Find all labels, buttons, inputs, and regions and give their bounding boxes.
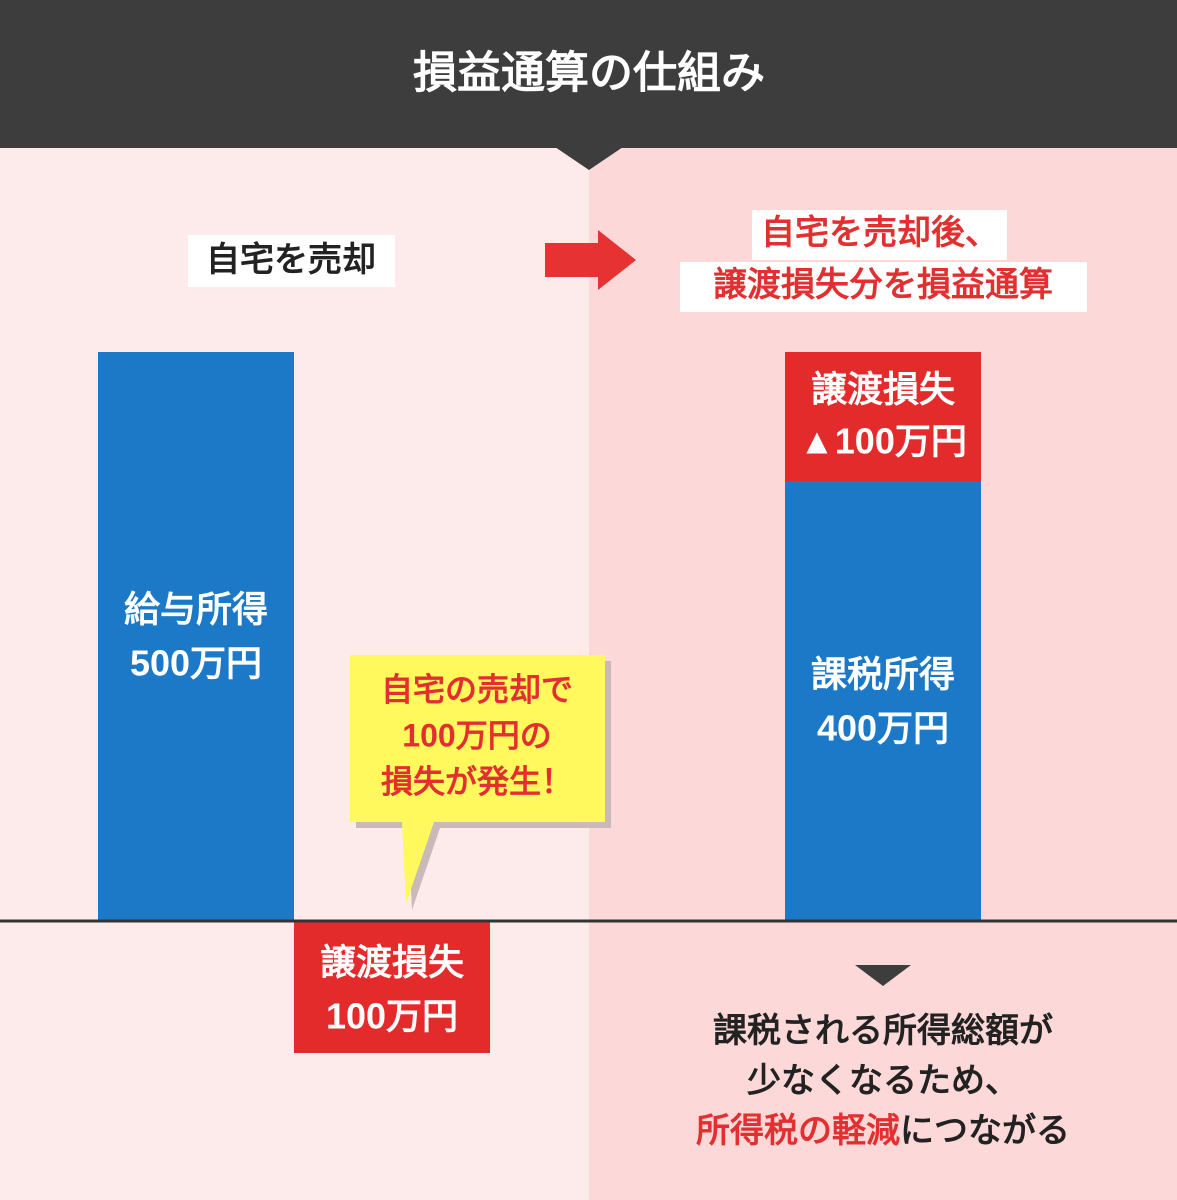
bar-label: 給与所得 <box>124 589 268 630</box>
caption-bg <box>752 210 1007 260</box>
header-pointer <box>555 147 623 170</box>
down-pointer <box>855 965 911 986</box>
loss-box <box>785 352 981 481</box>
caption-bg <box>680 262 1087 312</box>
left-caption: 自宅を売却 <box>206 240 376 279</box>
bar-label: 400万円 <box>817 708 949 749</box>
conclusion-highlight: 所得税の軽減 <box>696 1112 900 1150</box>
caption-bg <box>188 235 395 287</box>
conclusion-rest: につながる <box>900 1112 1070 1150</box>
header-title: 損益通算の仕組み <box>413 49 765 98</box>
loss-label: 譲渡損失 <box>320 942 465 983</box>
bubble-text: 自宅の売却で <box>381 671 573 707</box>
taxable-bar <box>785 481 981 921</box>
loss-box <box>294 921 490 1053</box>
loss-label: 100万円 <box>326 996 458 1037</box>
bar-label: 500万円 <box>130 643 262 684</box>
bar-label: 課税所得 <box>811 654 955 695</box>
right-caption: 譲渡損失分を損益通算 <box>713 266 1053 304</box>
speech-bubble <box>350 655 605 904</box>
income-bar <box>98 352 294 921</box>
bubble-text: 損失が発生！ <box>381 763 573 799</box>
conclusion-text: 少なくなるため、 <box>747 1062 1019 1100</box>
loss-label: ▲100万円 <box>799 421 967 462</box>
conclusion-text: 課税される所得総額が <box>713 1011 1053 1050</box>
loss-label: 譲渡損失 <box>811 369 956 410</box>
arrow <box>545 230 636 290</box>
header-bar <box>0 0 1177 148</box>
right-caption: 自宅を売却後、 <box>761 213 999 252</box>
bubble-text: 100万円の <box>402 717 551 753</box>
conclusion-text: 所得税の軽減につながる <box>696 1112 1070 1150</box>
